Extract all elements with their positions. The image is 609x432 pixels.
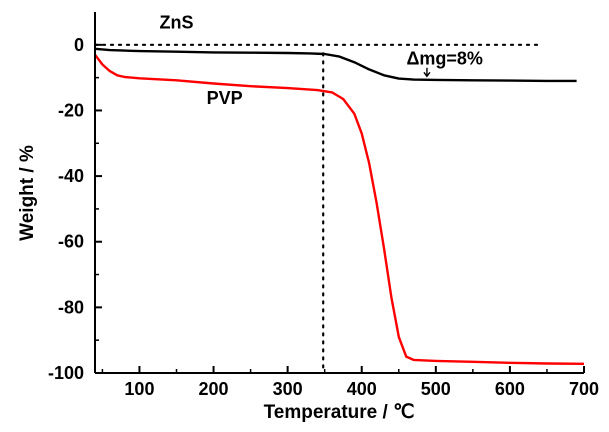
annotation-label: PVP — [207, 88, 243, 108]
y-tick-label: -60 — [58, 232, 84, 252]
x-tick-label: 600 — [495, 379, 525, 399]
annotation-label: Δmg=8% — [406, 49, 482, 69]
x-tick-label: 100 — [124, 379, 154, 399]
y-tick-label: -40 — [58, 166, 84, 186]
y-tick-label: -80 — [58, 297, 84, 317]
x-tick-label: 400 — [347, 379, 377, 399]
x-axis-title: Temperature / ℃ — [264, 402, 415, 423]
x-tick-label: 700 — [569, 379, 599, 399]
mass-loss-arrow-head — [423, 71, 431, 78]
series-line-zns — [94, 47, 577, 83]
y-tick-label: -20 — [58, 100, 84, 120]
y-tick-label: 0 — [74, 35, 84, 55]
annotation-label: ZnS — [160, 12, 194, 32]
x-tick-label: 500 — [421, 379, 451, 399]
y-tick-label: -100 — [48, 363, 84, 383]
x-tick-label: 200 — [199, 379, 229, 399]
y-axis-title: Weight / % — [17, 145, 38, 241]
x-tick-label: 300 — [273, 379, 303, 399]
series-line-pvp — [94, 53, 585, 365]
